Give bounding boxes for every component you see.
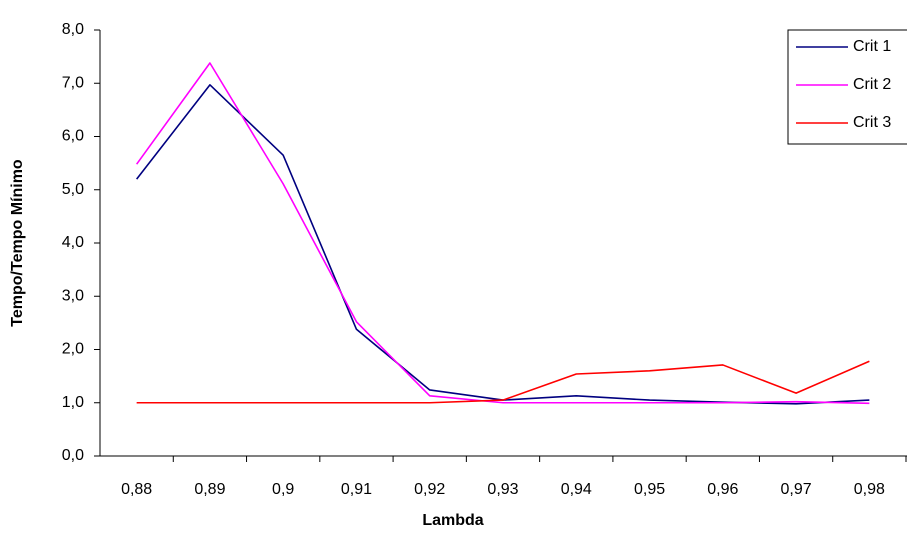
y-tick-label: 7,0 <box>62 74 84 91</box>
legend-box <box>787 29 907 145</box>
x-tick-label: 0,88 <box>121 481 152 498</box>
x-tick-label: 0,98 <box>854 481 885 498</box>
y-tick-label: 0,0 <box>62 447 84 464</box>
y-tick-label: 4,0 <box>62 234 84 251</box>
y-tick-label: 5,0 <box>62 181 84 198</box>
x-tick-label: 0,93 <box>487 481 518 498</box>
y-tick-label: 6,0 <box>62 128 84 145</box>
y-axis-title: Tempo/Tempo Mínimo <box>9 159 26 327</box>
x-tick-label: 0,91 <box>341 481 372 498</box>
y-tick-label: 3,0 <box>62 287 84 304</box>
x-tick-label: 0,95 <box>634 481 665 498</box>
legend-label: Crit 1 <box>853 38 891 55</box>
y-tick-label: 8,0 <box>62 21 84 38</box>
legend-label: Crit 3 <box>853 114 891 131</box>
y-tick-label: 2,0 <box>62 341 84 358</box>
y-tick-label: 1,0 <box>62 394 84 411</box>
series-line <box>136 360 870 404</box>
x-tick-label: 0,9 <box>272 481 294 498</box>
x-tick-label: 0,96 <box>707 481 738 498</box>
x-tick-label: 0,94 <box>561 481 592 498</box>
x-tick-label: 0,97 <box>781 481 812 498</box>
legend-label: Crit 2 <box>853 76 891 93</box>
x-tick-label: 0,92 <box>414 481 445 498</box>
x-axis-title: Lambda <box>422 512 483 529</box>
x-tick-label: 0,89 <box>194 481 225 498</box>
series-line <box>135 62 870 405</box>
